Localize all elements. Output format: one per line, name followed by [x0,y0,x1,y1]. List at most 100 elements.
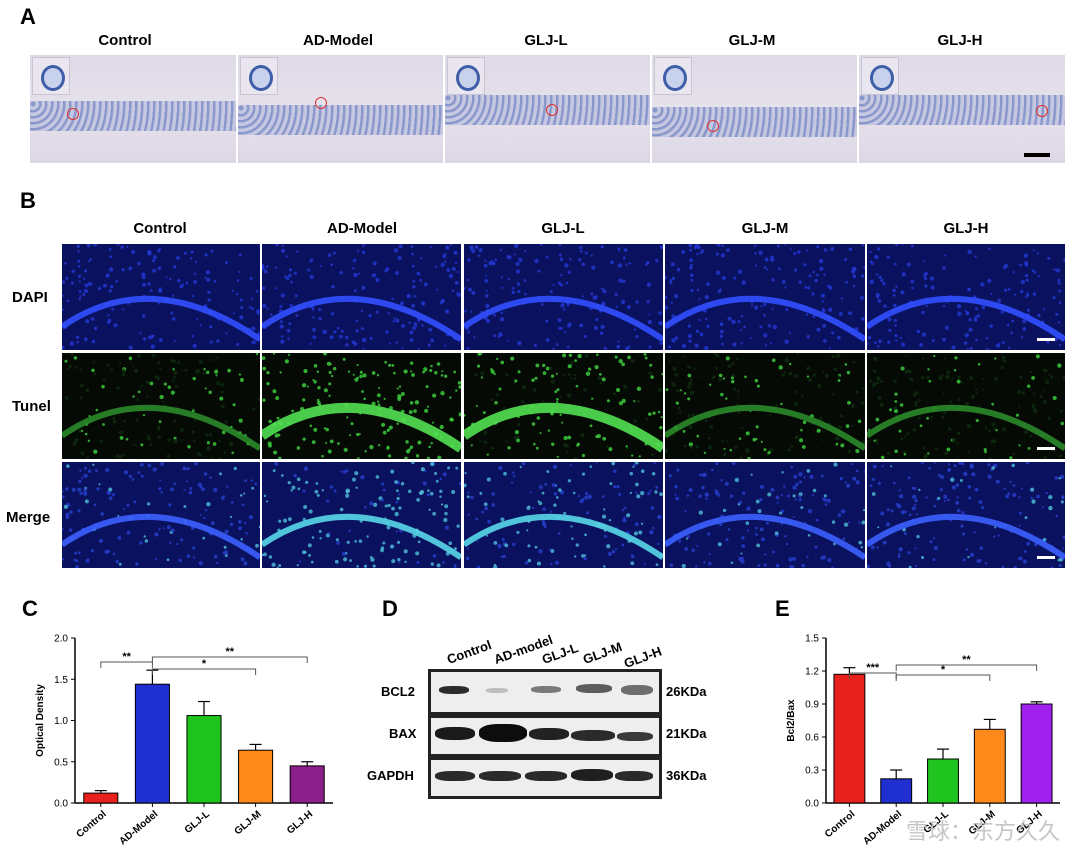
bar [973,728,1006,804]
band [435,771,475,781]
y-tick-label: 1.5 [805,634,819,645]
significance-bracket [151,668,257,675]
fluor-tile-tunel-4 [867,353,1065,459]
blot-bax [428,715,662,757]
y-tick-label: 0.3 [805,766,819,777]
significance-label: ** [122,651,131,663]
significance-label: ** [226,646,235,658]
fluor-tile-dapi-4 [867,244,1065,350]
significance-label: ** [962,654,971,666]
blot-gapdh [428,757,662,799]
band [486,688,508,693]
x-tick-label: Control [74,809,108,840]
blot-row-bax: BAX [389,726,417,741]
panel-b-title-gljl: GLJ-L [541,220,585,237]
fluor-tile-tunel-1 [262,353,461,459]
x-tick-label: GLJ-L [183,809,212,836]
fluor-tile-tunel-0 [62,353,260,459]
significance-bracket [100,661,153,668]
bar [927,758,959,804]
fluor-tile-dapi-2 [464,244,663,350]
nissl-image-gljh [859,55,1065,163]
fluor-tile-merge-1 [262,462,461,568]
panel-b-title-gljh: GLJ-H [943,220,989,237]
kda-gapdh: 36KDa [666,768,707,783]
band [531,686,561,693]
bar [289,765,325,804]
significance-label: * [202,658,207,670]
y-tick-label: 0.6 [805,733,819,744]
panel-e-letter: E [775,596,790,621]
significance-label: *** [866,662,880,674]
x-tick-label: Control [823,809,857,840]
x-tick-label: GLJ-M [233,809,264,837]
y-tick-label: 2.0 [54,634,68,645]
band [479,724,527,742]
blot-col-gljm: GLJ-M [580,639,625,667]
watermark: 雪球：东方久久 [905,819,1060,844]
chart-c: 0.0 0.5 1.0 1.5 2.0 Optical Density Control AD-… [35,634,333,848]
significance-bracket [895,674,991,681]
fluor-tile-merge-2 [464,462,663,568]
panel-b-title-control: Control [133,220,187,237]
y-tick-label: 0.0 [54,799,68,810]
band [615,771,653,781]
panel-b-letter: B [20,188,36,213]
nissl-image-admodel [238,55,443,163]
significance-label: * [941,664,946,676]
panel-b-title-admodel: AD-Model [327,220,397,237]
bar [833,673,866,804]
y-tick-label: 0.5 [54,757,68,768]
nissl-image-gljm [652,55,857,163]
blot-row-bcl2: BCL2 [381,684,415,699]
band [479,771,521,781]
blot-bcl2 [428,669,662,715]
panel-b-title-gljm: GLJ-M [741,220,789,237]
y-tick-label: 1.0 [54,716,68,727]
x-tick-label: AD-Model [118,809,161,848]
bar [1020,703,1053,804]
y-tick-label: 0.0 [805,799,819,810]
fluor-tile-merge-3 [665,462,865,568]
blot-col-control: Control [444,637,494,667]
significance-bracket [151,656,308,663]
row-label-merge: Merge [6,509,51,526]
scale-bar [1037,447,1055,450]
band [525,771,567,781]
band [529,728,569,740]
bar [134,683,170,804]
bar [186,715,222,804]
bar [880,778,913,804]
fluor-tile-dapi-0 [62,244,260,350]
band [617,732,653,741]
bar [83,792,119,804]
fluor-tile-merge-0 [62,462,260,568]
row-label-tunel: Tunel [12,398,51,415]
scale-bar [1024,153,1050,157]
panel-a-title-gljm: GLJ-M [728,32,776,49]
scale-bar [1037,338,1055,341]
bar [238,749,274,804]
blot-col-gljh: GLJ-H [621,643,664,671]
kda-bax: 21KDa [666,726,707,741]
fluor-tile-tunel-3 [665,353,865,459]
band [439,686,469,694]
y-tick-label: 1.2 [805,667,819,678]
y-axis-label: Optical Density [35,684,46,757]
y-axis-label: Bcl2/Bax [786,699,797,742]
x-tick-label: AD-Model [861,809,904,848]
significance-bracket [895,664,1038,671]
y-tick-label: 0.9 [805,700,819,711]
band [571,730,615,741]
panel-c-letter: C [22,596,38,621]
nissl-image-gljl [445,55,650,163]
band [576,684,612,693]
panel-a-letter: A [20,4,36,29]
panel-a-title-admodel: AD-Model [303,32,373,49]
panel-a-title-gljh: GLJ-H [937,32,983,49]
panel-a-title-gljl: GLJ-L [524,32,568,49]
fluor-tile-dapi-1 [262,244,461,350]
band [435,727,475,740]
band [571,769,613,781]
x-tick-label: GLJ-H [285,809,315,837]
